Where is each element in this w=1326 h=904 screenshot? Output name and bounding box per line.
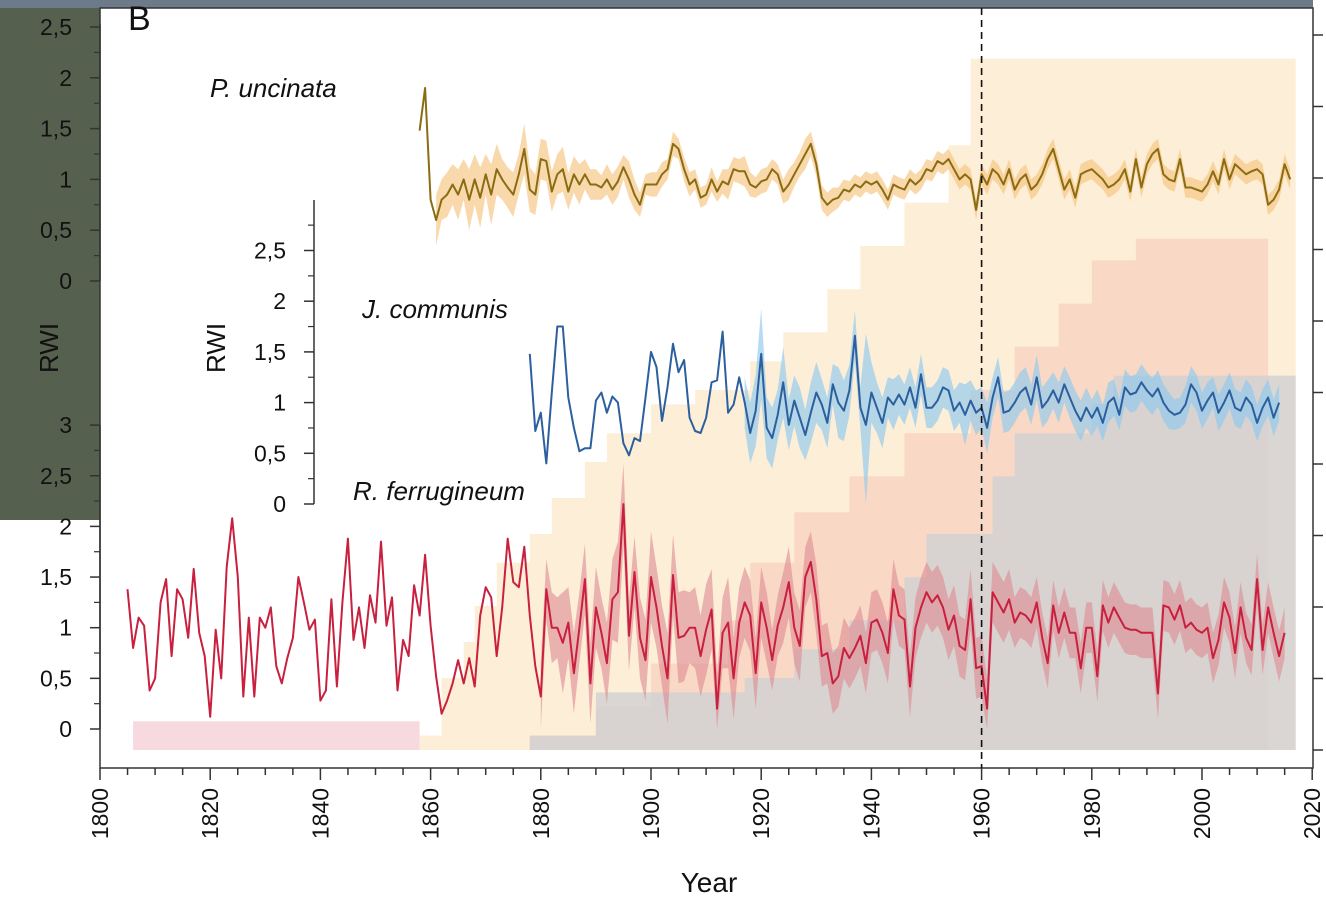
y-tick-label-ferrugineum: 0	[59, 716, 72, 742]
x-tick-label: 1900	[638, 788, 664, 839]
line-communis	[528, 325, 1281, 465]
y-axis-label-middle: RWI	[201, 323, 231, 373]
y-tick-label-ferrugineum: 1,5	[40, 564, 72, 590]
y-tick-label-communis: 2,5	[254, 238, 286, 264]
species-label-communis: J. communis	[361, 294, 508, 324]
x-tick-label: 1960	[969, 788, 995, 839]
x-tick-label: 2020	[1299, 788, 1325, 839]
x-tick-label: 1920	[748, 788, 774, 839]
panel-label: B	[128, 0, 151, 38]
y-tick-label-ferrugineum: 1	[59, 615, 72, 641]
x-tick-label: 1860	[418, 788, 444, 839]
y-axis-label-top: RWI	[34, 323, 64, 373]
y-tick-label-ferrugineum: 2,5	[40, 463, 72, 489]
y-tick-label-uncinata: 2,5	[40, 14, 72, 40]
background-photo-left	[0, 0, 100, 520]
y-tick-label-uncinata: 0	[59, 268, 72, 294]
y-tick-label-uncinata: 0,5	[40, 217, 72, 243]
y-tick-label-ferrugineum: 0,5	[40, 665, 72, 691]
x-axis-title: Year	[681, 867, 738, 898]
x-tick-label: 1980	[1079, 788, 1105, 839]
sample-depth-r-ferrugineum	[529, 375, 1296, 750]
x-tick-label: 1800	[87, 788, 113, 839]
y-tick-label-communis: 2	[273, 288, 286, 314]
y-tick-label-uncinata: 2	[59, 65, 72, 91]
y-tick-label-uncinata: 1	[59, 166, 72, 192]
series-lines	[126, 87, 1292, 718]
sample-depth-layer	[122, 58, 1296, 751]
y-tick-label-communis: 1,5	[254, 339, 286, 365]
species-label-uncinata: P. uncinata	[210, 73, 337, 103]
x-tick-label: 1940	[858, 788, 884, 839]
y-tick-label-communis: 1	[273, 390, 286, 416]
species-label-ferrugineum: R. ferrugineum	[353, 476, 525, 506]
x-tick-label: 1820	[197, 788, 223, 839]
line-uncinata	[418, 87, 1292, 221]
line-ferrugineum	[126, 503, 1286, 718]
background-photo-top	[0, 0, 1326, 8]
x-tick-label: 2000	[1189, 788, 1215, 839]
x-tick-label: 1880	[528, 788, 554, 839]
background-right	[1313, 0, 1326, 770]
y-tick-label-communis: 0,5	[254, 440, 286, 466]
y-tick-label-uncinata: 1,5	[40, 116, 72, 142]
axes-layer: 0 0,5 1 1,5 2 2,5 0 0,5 1 1,5 2 2,5 0 0,5 1 1,5 2 2,5 3 180…	[40, 8, 1325, 839]
sample-depth-early	[122, 721, 420, 750]
y-tick-label-ferrugineum: 2	[59, 513, 72, 539]
y-tick-label-communis: 0	[273, 491, 286, 517]
y-tick-label-ferrugineum: 3	[59, 412, 72, 438]
x-tick-label: 1840	[307, 788, 333, 839]
